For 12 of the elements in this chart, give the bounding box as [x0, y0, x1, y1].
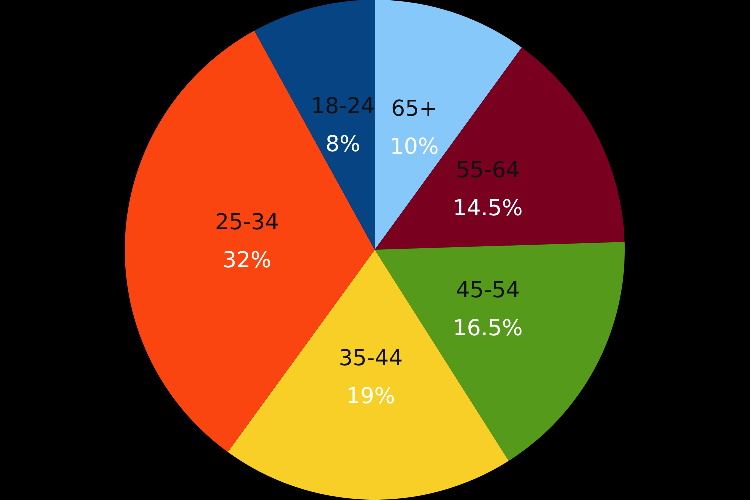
- data-label: 14.5%: [453, 196, 524, 222]
- slice-label: 18-24: [311, 94, 376, 120]
- data-label: 32%: [222, 248, 272, 274]
- slice-label: 25-34: [215, 210, 280, 236]
- slice-label: 65+: [391, 96, 438, 122]
- data-label: 10%: [390, 134, 440, 160]
- slice-label: 45-54: [456, 278, 520, 304]
- data-label: 16.5%: [453, 316, 524, 342]
- data-label: 19%: [346, 384, 396, 410]
- slice-label: 35-44: [339, 346, 403, 372]
- slice-label: 55-64: [456, 158, 520, 184]
- data-label: 8%: [326, 132, 361, 158]
